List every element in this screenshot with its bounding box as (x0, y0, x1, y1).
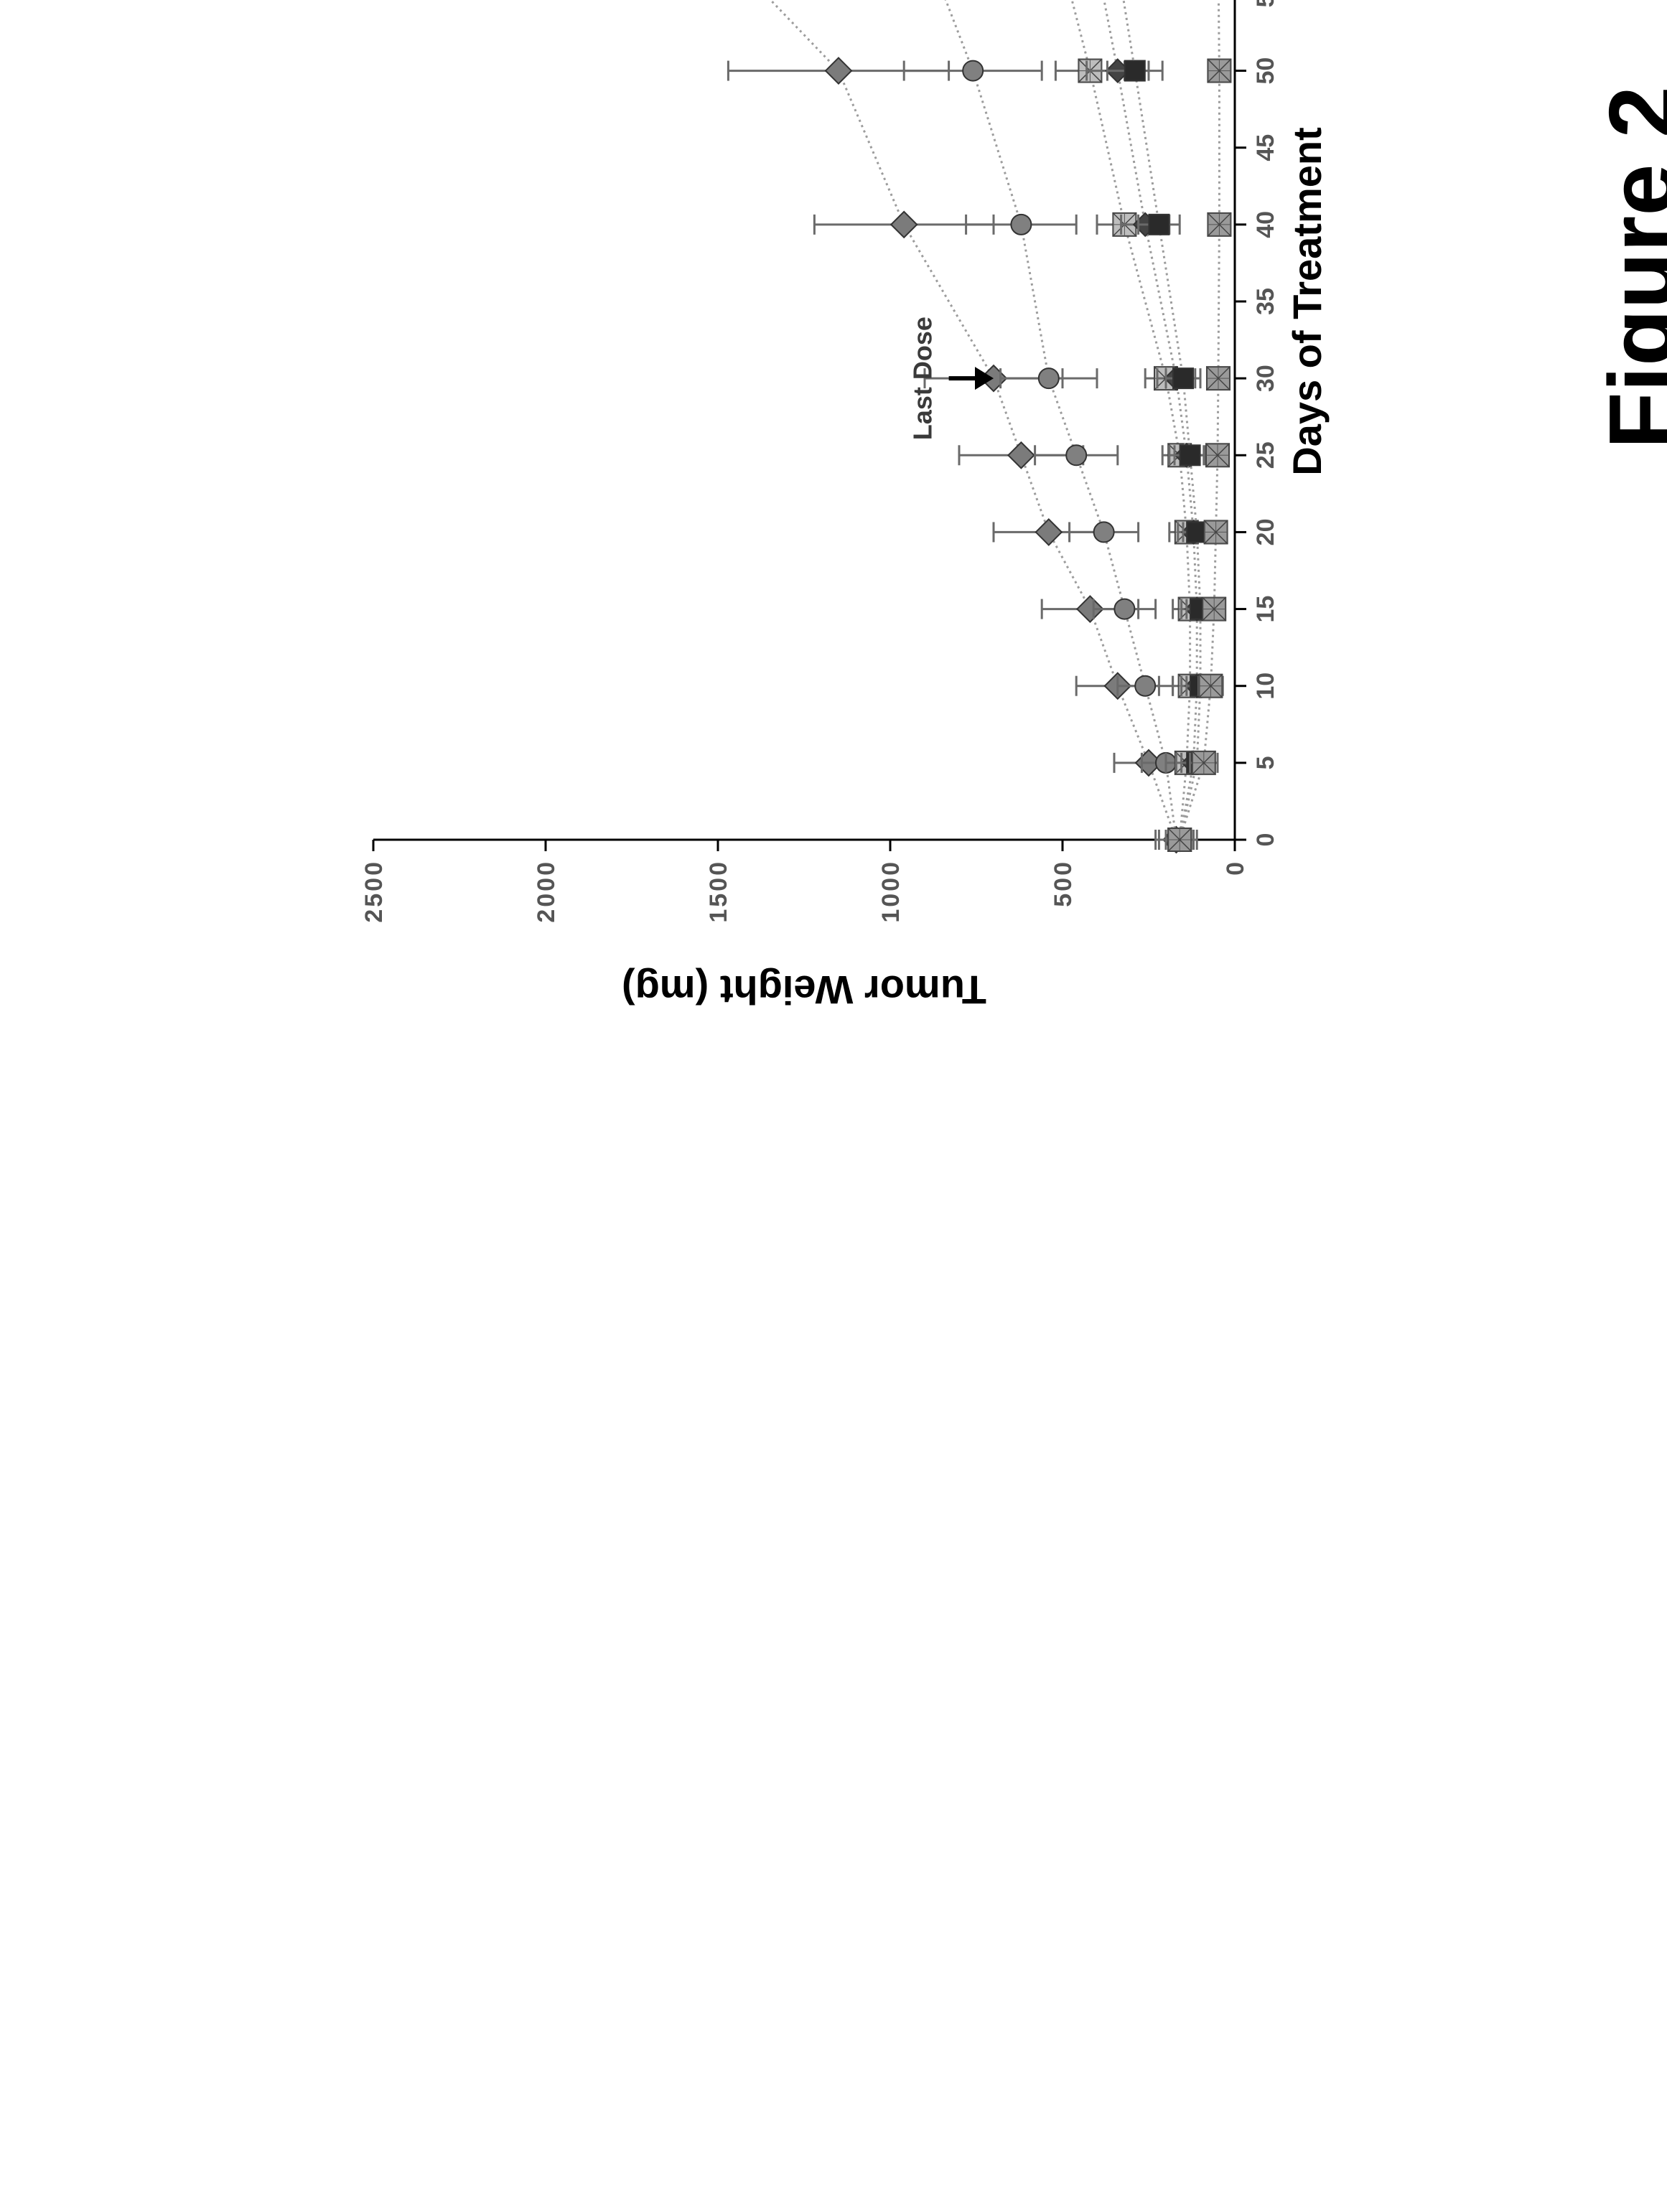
series-CompoundBPac-line (1104, 0, 1200, 840)
svg-text:55: 55 (1252, 0, 1279, 7)
svg-text:2000: 2000 (533, 860, 560, 923)
svg-text:45: 45 (1252, 134, 1279, 161)
svg-text:40: 40 (1252, 211, 1279, 238)
series-CompoundB-line (1032, 0, 1190, 840)
tumor-weight-chart: 0 500 1000 1500 2000 2500 0 5 10 15 20 25 30 35 40 45 50… (287, 0, 1436, 1041)
svg-text:2500: 2500 (360, 860, 388, 923)
y-axis-label: Tumor Weight (mg) (622, 967, 986, 1013)
figure-title: Figure 2 (1588, 86, 1667, 449)
series-CompoundA-line (1076, 0, 1197, 840)
svg-text:15: 15 (1252, 596, 1279, 623)
svg-text:5: 5 (1252, 756, 1279, 769)
last-dose-label: Last Dose (908, 317, 938, 440)
chart-container: 0 500 1000 1500 2000 2500 0 5 10 15 20 25 30 35 40 45 50… (287, 0, 1436, 1041)
svg-text:500: 500 (1050, 860, 1077, 907)
x-axis-label: Days of Treatment (1284, 127, 1330, 476)
svg-text:35: 35 (1252, 288, 1279, 315)
svg-text:1500: 1500 (705, 860, 732, 923)
page: Figure 2 0 500 1000 1500 2000 2500 0 5 10 15 20 25 3… (0, 0, 1667, 2212)
svg-text:20: 20 (1252, 519, 1279, 546)
svg-text:30: 30 (1252, 365, 1279, 392)
svg-text:1000: 1000 (877, 860, 905, 923)
svg-text:25: 25 (1252, 441, 1279, 469)
svg-text:0: 0 (1252, 833, 1279, 847)
svg-text:0: 0 (1222, 860, 1249, 876)
svg-text:10: 10 (1252, 672, 1279, 700)
svg-text:50: 50 (1252, 57, 1279, 85)
